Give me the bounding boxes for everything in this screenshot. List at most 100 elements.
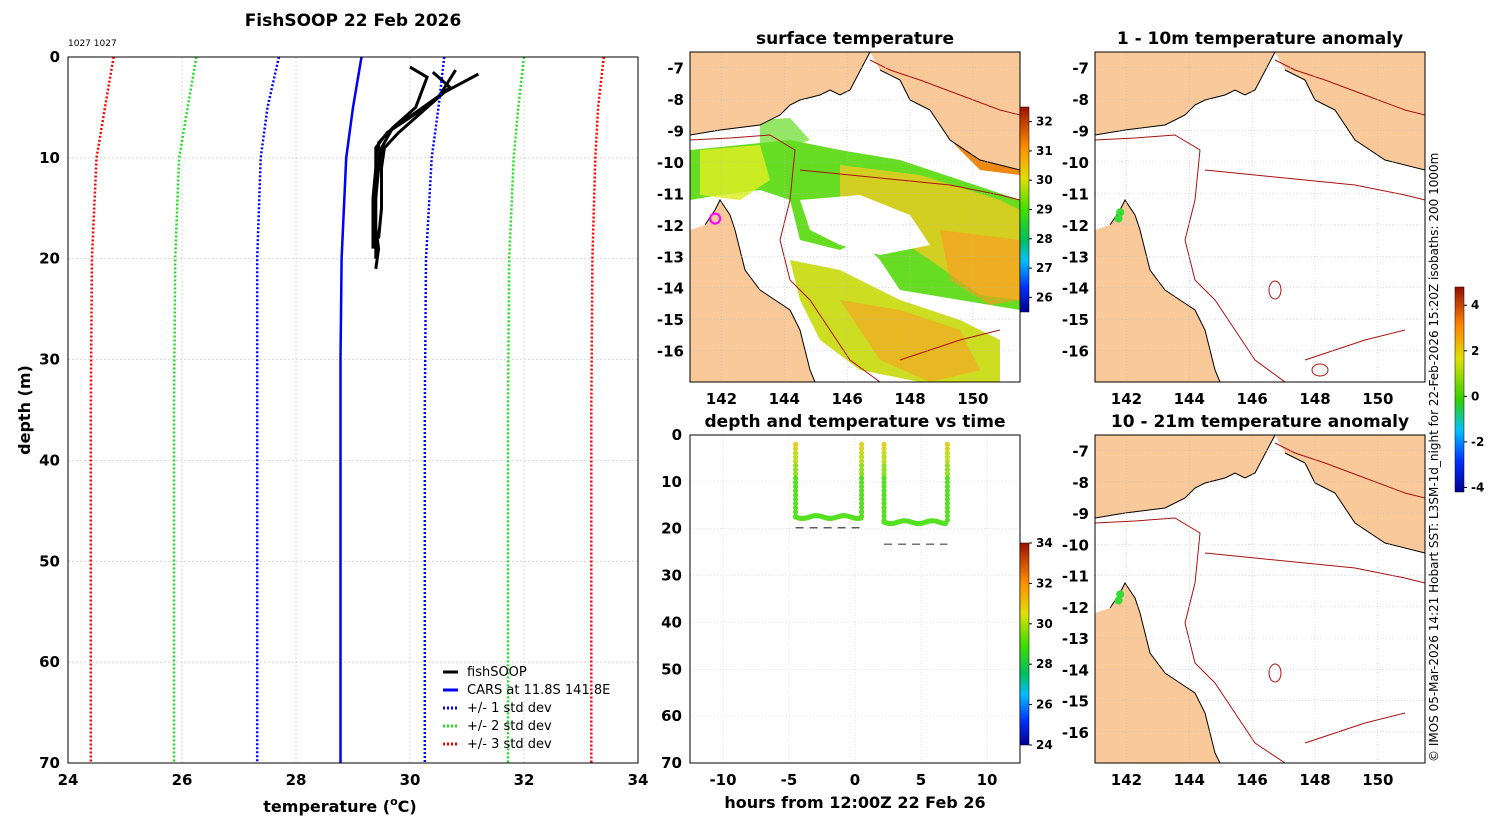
anomaly-10-21m-grid <box>1095 435 1425 763</box>
map-lon-tick: 146 <box>1236 771 1267 789</box>
profile-ytick-label: 20 <box>39 250 60 268</box>
cast-point <box>793 475 799 481</box>
map-lat-tick: -8 <box>1072 91 1089 109</box>
profile-xlabel: temperature (oC) <box>263 795 416 816</box>
map-lat-tick: -10 <box>657 154 684 172</box>
credit-text: © IMOS 05-Mar-2026 14:21 Hobart SST: L3S… <box>1427 153 1441 762</box>
time-xtick-label: 0 <box>850 771 860 789</box>
anomaly-colorbar-tick-label: 4 <box>1471 298 1479 312</box>
cast-point <box>859 505 865 511</box>
map-lat-tick: -9 <box>1072 123 1089 141</box>
cast-point <box>859 450 865 456</box>
cast-point <box>793 441 799 447</box>
profile-series-std2 <box>172 56 198 763</box>
anomaly-colorbar-tick-label: -2 <box>1471 435 1484 449</box>
profile-series-std3 <box>89 56 115 763</box>
cast-point <box>881 496 887 502</box>
anomaly-point <box>1114 596 1123 605</box>
cast-point <box>944 450 951 456</box>
map-lat-tick: -13 <box>657 248 684 266</box>
anomaly-1-10m-points <box>1114 208 1125 223</box>
anomaly-10-21m-panel: 10 - 21m temperature anomaly 142 144 146 14… <box>1062 286 1484 789</box>
cast-point <box>859 496 865 502</box>
legend-label-cars: CARS at 11.8S 141.8E <box>467 683 610 698</box>
map-lat-tick: -14 <box>1062 280 1089 298</box>
map-lat-tick: -14 <box>657 280 684 298</box>
map-lat-tick: -12 <box>1062 599 1089 617</box>
cast-point <box>793 471 799 477</box>
sst-map-ticks: 142 144 146 148 150 -7 -8 -9 -10 -11 -12 -13 -14 -15 -… <box>657 60 989 408</box>
cast-point <box>881 509 887 515</box>
cast-point <box>793 462 799 469</box>
profile-legend: fishSOOP CARS at 11.8S 141.8E +/- 1 std de… <box>443 665 610 752</box>
profile-title: FishSOOP 22 Feb 2026 <box>245 11 462 31</box>
cast-point <box>793 450 799 456</box>
cast-point <box>859 475 865 481</box>
time-ytick-label: 50 <box>661 660 682 678</box>
cast-point <box>859 445 865 452</box>
cast-point <box>944 488 951 494</box>
anomaly-1-10m-title: 1 - 10m temperature anomaly <box>1117 29 1403 49</box>
map-lon-tick: 146 <box>1236 390 1267 408</box>
map-lat-tick: -9 <box>667 123 684 141</box>
cast-point <box>881 450 887 456</box>
cast-point <box>881 500 887 507</box>
cast-point <box>944 458 951 464</box>
legend-label-fishsoop: fishSOOP <box>467 665 527 680</box>
map-lat-tick: -16 <box>1062 343 1089 361</box>
cast-point <box>944 462 951 469</box>
profile-ytick-label: 70 <box>39 754 60 772</box>
cast-point <box>793 483 799 490</box>
anomaly-1-10m-image <box>1095 52 1425 382</box>
time-colorbar: 24 26 28 30 32 34 <box>1019 536 1053 752</box>
legend-label-std3: +/- 3 std dev <box>467 737 552 752</box>
map-lat-tick: -16 <box>1062 724 1089 742</box>
cast-point <box>944 467 951 473</box>
cast-point <box>881 462 887 469</box>
time-colorbar-tick-label: 26 <box>1036 698 1053 712</box>
cast-point <box>858 515 864 521</box>
anomaly-1-10m-panel: 1 - 10m temperature anomaly 142 144 146 148… <box>1062 29 1426 408</box>
anomaly-colorbar-tick-label: 2 <box>1471 344 1479 358</box>
profile-series-std1 <box>255 56 281 763</box>
anomaly-point <box>1116 208 1125 217</box>
profile-series <box>89 56 606 763</box>
map-lat-tick: -15 <box>1062 311 1089 329</box>
anomaly-10-21m-points <box>1114 590 1125 605</box>
map-lat-tick: -9 <box>1072 505 1089 523</box>
time-colorbar-tick-label: 24 <box>1036 738 1053 752</box>
anomaly-10-21m-title: 10 - 21m temperature anomaly <box>1111 412 1409 432</box>
cast-point <box>944 445 951 452</box>
map-lon-tick: 148 <box>1299 390 1330 408</box>
map-lat-tick: -8 <box>1072 474 1089 492</box>
time-grid <box>690 434 1020 764</box>
time-ytick-label: 10 <box>661 473 682 491</box>
cast-point <box>942 520 949 527</box>
legend-label-std1: +/- 1 std dev <box>467 701 552 716</box>
map-lon-tick: 144 <box>1174 390 1205 408</box>
cast-point <box>944 471 951 477</box>
cast-point <box>859 479 865 485</box>
cast-point <box>859 458 865 464</box>
anomaly-colorbar-tick-label: -4 <box>1471 480 1484 494</box>
cast-point <box>944 496 951 502</box>
profile-ytick-label: 10 <box>39 149 60 167</box>
map-lat-tick: -15 <box>657 311 684 329</box>
profile-ylabel: depth (m) <box>15 365 34 455</box>
cast-point <box>859 462 865 469</box>
time-ytick-label: 30 <box>661 567 682 585</box>
profile-xtick-label: 26 <box>172 771 193 789</box>
cast-point <box>859 441 865 447</box>
map-lon-tick: 146 <box>831 390 862 408</box>
time-ytick-label: 60 <box>661 707 682 725</box>
sst-map-grid <box>690 52 1020 382</box>
cast-point <box>859 492 865 498</box>
cast-point <box>881 441 887 447</box>
cast-point <box>793 509 799 515</box>
map-lat-tick: -14 <box>1062 661 1089 679</box>
map-lon-tick: 142 <box>1111 771 1142 789</box>
cast-point <box>881 488 887 494</box>
profile-xtick-label: 30 <box>400 771 421 789</box>
cast-point <box>793 505 799 511</box>
profile-xtick-label: 32 <box>514 771 535 789</box>
